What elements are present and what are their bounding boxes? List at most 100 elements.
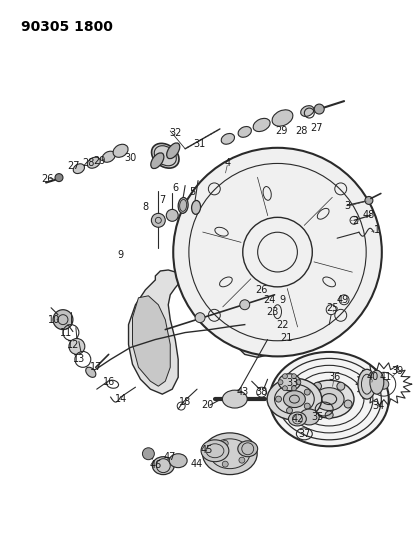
Ellipse shape bbox=[313, 387, 343, 410]
Circle shape bbox=[238, 457, 244, 463]
Ellipse shape bbox=[278, 374, 300, 391]
Ellipse shape bbox=[202, 433, 256, 474]
Polygon shape bbox=[132, 296, 170, 386]
Text: 21: 21 bbox=[280, 333, 292, 343]
Circle shape bbox=[364, 197, 372, 205]
Circle shape bbox=[222, 440, 228, 446]
Ellipse shape bbox=[283, 391, 305, 408]
Text: 40: 40 bbox=[366, 372, 378, 382]
Circle shape bbox=[222, 461, 228, 467]
Ellipse shape bbox=[299, 409, 318, 425]
Text: 27: 27 bbox=[67, 160, 80, 171]
Text: 31: 31 bbox=[192, 139, 205, 149]
Text: 90305 1800: 90305 1800 bbox=[21, 20, 113, 34]
Ellipse shape bbox=[151, 143, 178, 168]
Circle shape bbox=[282, 374, 287, 378]
Circle shape bbox=[343, 400, 351, 408]
Ellipse shape bbox=[166, 143, 179, 159]
Circle shape bbox=[166, 209, 178, 221]
Circle shape bbox=[286, 407, 292, 414]
Text: 38: 38 bbox=[255, 387, 267, 397]
Ellipse shape bbox=[152, 457, 174, 474]
Ellipse shape bbox=[178, 198, 188, 213]
Circle shape bbox=[278, 379, 282, 385]
Circle shape bbox=[275, 396, 281, 402]
Text: 6: 6 bbox=[172, 182, 178, 192]
Polygon shape bbox=[227, 270, 269, 350]
Text: 11: 11 bbox=[60, 328, 72, 337]
Text: 13: 13 bbox=[73, 354, 85, 365]
Text: 2: 2 bbox=[351, 216, 357, 227]
Text: 9: 9 bbox=[117, 250, 123, 260]
Text: 26: 26 bbox=[255, 285, 267, 295]
Circle shape bbox=[291, 374, 296, 378]
Text: 32: 32 bbox=[169, 128, 181, 138]
Ellipse shape bbox=[73, 164, 84, 174]
Text: 46: 46 bbox=[149, 459, 161, 470]
Circle shape bbox=[195, 313, 204, 322]
Text: 36: 36 bbox=[327, 372, 339, 382]
Text: 8: 8 bbox=[142, 203, 148, 212]
Circle shape bbox=[238, 445, 244, 450]
Circle shape bbox=[378, 379, 388, 389]
Ellipse shape bbox=[288, 412, 306, 426]
Ellipse shape bbox=[237, 126, 251, 138]
Circle shape bbox=[55, 174, 63, 182]
Circle shape bbox=[69, 338, 85, 354]
Ellipse shape bbox=[237, 441, 257, 457]
Text: 42: 42 bbox=[290, 414, 303, 424]
Text: 28: 28 bbox=[83, 158, 95, 168]
Text: 34: 34 bbox=[372, 401, 384, 411]
Circle shape bbox=[304, 389, 309, 395]
Text: 24: 24 bbox=[263, 295, 275, 305]
Text: 49: 49 bbox=[336, 295, 348, 305]
Ellipse shape bbox=[266, 378, 321, 420]
Circle shape bbox=[304, 403, 309, 409]
Text: 30: 30 bbox=[124, 153, 136, 163]
Text: 29: 29 bbox=[93, 156, 106, 166]
Ellipse shape bbox=[222, 390, 247, 408]
Text: 25: 25 bbox=[325, 303, 337, 313]
Circle shape bbox=[291, 386, 296, 391]
Ellipse shape bbox=[150, 153, 164, 168]
Text: 18: 18 bbox=[178, 397, 191, 407]
Circle shape bbox=[313, 382, 321, 390]
Ellipse shape bbox=[357, 369, 375, 399]
Text: 16: 16 bbox=[102, 377, 114, 387]
Text: 27: 27 bbox=[309, 123, 322, 133]
Text: 4: 4 bbox=[224, 158, 230, 168]
Text: 35: 35 bbox=[310, 412, 323, 422]
Ellipse shape bbox=[221, 133, 234, 144]
Circle shape bbox=[239, 300, 249, 310]
Polygon shape bbox=[224, 265, 274, 358]
Text: 39: 39 bbox=[391, 366, 403, 376]
Text: 26: 26 bbox=[41, 174, 53, 183]
Text: 1: 1 bbox=[373, 225, 379, 235]
Text: 41: 41 bbox=[379, 372, 391, 382]
Circle shape bbox=[151, 213, 165, 227]
Ellipse shape bbox=[369, 370, 383, 394]
Text: 48: 48 bbox=[362, 211, 374, 220]
Text: 44: 44 bbox=[190, 459, 203, 469]
Circle shape bbox=[325, 411, 332, 419]
Text: 3: 3 bbox=[343, 201, 349, 212]
Text: 9: 9 bbox=[279, 295, 285, 305]
Text: 14: 14 bbox=[114, 394, 126, 404]
Text: 12: 12 bbox=[66, 341, 79, 351]
Circle shape bbox=[295, 379, 300, 385]
Ellipse shape bbox=[252, 118, 269, 132]
Text: 37: 37 bbox=[297, 429, 310, 439]
Circle shape bbox=[282, 386, 287, 391]
Text: 17: 17 bbox=[89, 362, 102, 373]
Text: 7: 7 bbox=[159, 196, 165, 205]
Ellipse shape bbox=[300, 106, 313, 116]
Circle shape bbox=[173, 148, 381, 357]
Ellipse shape bbox=[269, 352, 388, 446]
Ellipse shape bbox=[113, 144, 128, 157]
Ellipse shape bbox=[85, 367, 96, 377]
Circle shape bbox=[53, 310, 73, 329]
Ellipse shape bbox=[201, 440, 228, 462]
Ellipse shape bbox=[87, 157, 100, 168]
Circle shape bbox=[286, 385, 292, 391]
Circle shape bbox=[313, 104, 323, 114]
